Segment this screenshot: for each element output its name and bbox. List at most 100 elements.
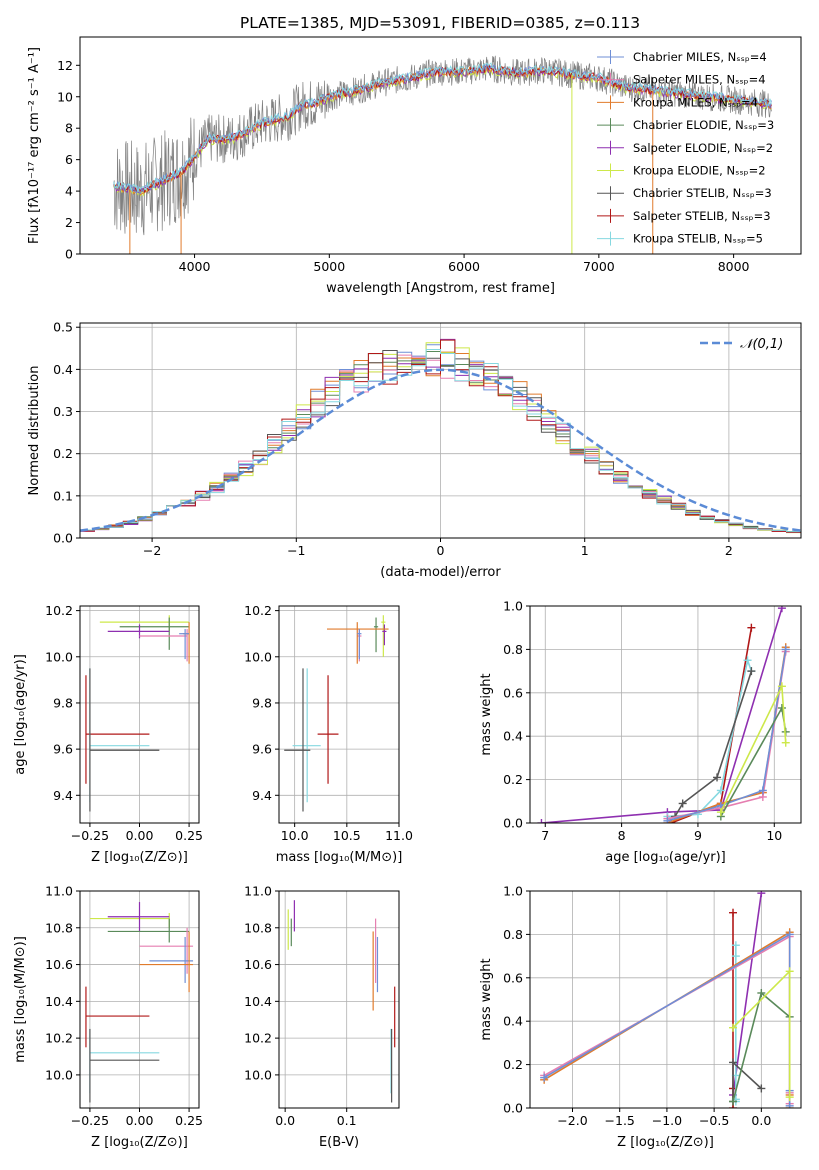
- legend-label-normal: 𝒩(0,1): [740, 337, 783, 352]
- mw-marker-kroupa_elodie: [785, 1093, 794, 1102]
- legend-label: Chabrier MILES, Nₛₛₚ=4: [633, 50, 767, 64]
- y-tick-label: 1.0: [503, 599, 523, 614]
- panel-spectrum: 4000 5000 6000 7000 8000 0 2 4 6 8 10 12 wavelength …: [27, 36, 802, 296]
- mw-marker-chabrier_stelib: [713, 773, 722, 782]
- mw-marker-salpeter_elodie: [777, 606, 786, 613]
- x-axis-label: Z [log₁₀(Z/Z⊙)]: [617, 1135, 714, 1150]
- mw-marker-chabrier_stelib: [678, 799, 687, 808]
- errorbar-point-salpeter_stelib: [317, 675, 339, 784]
- x-tick-label: −2.0: [557, 1113, 587, 1128]
- x-tick-label: −0.25: [71, 828, 109, 843]
- y-tick-label: 10.2: [244, 1031, 272, 1046]
- spectrum-model-chabrier_miles: [113, 62, 772, 195]
- mw-marker-salpeter_elodie: [757, 891, 766, 898]
- x-tick-label: 0.00: [126, 1113, 154, 1128]
- mw-line-salpeter_stelib: [670, 627, 753, 823]
- y-axis-label: Normed distribution: [27, 366, 42, 496]
- x-tick-label: 8: [618, 828, 626, 843]
- x-tick-label: 11.0: [385, 828, 413, 843]
- y-axis-label: age [log₁₀(age/yr)]: [13, 654, 28, 775]
- panel-residuals: −2 −1 0 1 2 0.0 0.1 0.2 0.3 0.4 0.5 (data-model)/er…: [27, 320, 802, 580]
- x-tick-label: 1: [581, 543, 589, 558]
- y-tick-label: 11.0: [45, 884, 73, 899]
- mw-marker-chabrier_stelib: [747, 667, 756, 676]
- y-axis-label: mass [log₁₀(M/M⊙)]: [13, 936, 28, 1063]
- y-tick-label: 0.3: [53, 404, 73, 419]
- axes-frame: [79, 36, 802, 255]
- x-tick-label: 0.0: [275, 1113, 295, 1128]
- plot-area: [85, 615, 190, 812]
- errorbar-point-chabrier_elodie: [373, 617, 379, 653]
- errorbar-point-salpeter_stelib: [85, 986, 150, 1048]
- y-tick-label: 2: [65, 215, 73, 230]
- y-tick-label: 0.0: [503, 816, 523, 831]
- plot-area: [85, 902, 194, 1103]
- mw-marker-kroupa_elodie: [729, 1023, 738, 1032]
- x-tick-label: 0.0: [751, 1113, 771, 1128]
- x-tick-label: 4000: [179, 259, 211, 274]
- x-tick-label: 0.1: [337, 1113, 357, 1128]
- errorbar-point-chabrier_elodie: [119, 617, 190, 650]
- mw-marker-chabrier_elodie: [729, 1097, 738, 1106]
- errorbar-point-chabrier_stelib: [89, 668, 160, 812]
- errorbar-point-kroupa_elodie: [99, 615, 190, 632]
- y-tick-label: 12: [57, 58, 73, 73]
- y-tick-label: 10.8: [45, 920, 73, 935]
- y-tick-label: 10.8: [244, 920, 272, 935]
- errorbar-point-kroupa_miles: [327, 622, 389, 664]
- mw-marker-kroupa_stelib: [743, 656, 752, 665]
- legend-label: Kroupa STELIB, Nₛₛₚ=5: [633, 232, 763, 246]
- y-tick-label: 0.2: [503, 1057, 523, 1072]
- y-tick-label: 10.2: [45, 1031, 73, 1046]
- panel-age_vs_Z: −0.25 0.00 0.25 9.4 9.6 9.8 10.0 10.2 Z [log₁₀(Z…: [13, 603, 203, 865]
- x-axis-label: Z [log₁₀(Z/Z⊙)]: [91, 1135, 188, 1150]
- y-tick-label: 0.5: [53, 320, 73, 335]
- x-tick-label: −1.0: [652, 1113, 682, 1128]
- mw-marker-kroupa_elodie: [785, 967, 794, 976]
- plot-area: [284, 615, 389, 812]
- y-tick-label: 0.2: [53, 446, 73, 461]
- x-tick-label: −1.5: [605, 1113, 635, 1128]
- errorbar-point-chabrier_miles: [149, 936, 194, 983]
- x-tick-label: −0.5: [699, 1113, 729, 1128]
- errorbar-point-salpeter_stelib: [85, 675, 150, 784]
- x-tick-label: 10: [766, 828, 782, 843]
- y-tick-label: 9.6: [53, 742, 73, 757]
- x-tick-label: 10.5: [333, 828, 361, 843]
- x-tick-label: 5000: [313, 259, 345, 274]
- spectrum-model-kroupa_stelib: [113, 62, 772, 194]
- y-tick-label: 10.0: [45, 1067, 73, 1082]
- errorbar-point-chabrier_elodie: [107, 918, 190, 943]
- y-tick-label: 0.1: [53, 488, 73, 503]
- panel-mw_vs_Z: −2.0 −1.5 −1.0 −0.5 0.0 0.0 0.2 0.4 0.6 0.8 1.0 Z […: [479, 884, 802, 1150]
- errorbar-point-kroupa_elodie: [381, 615, 386, 657]
- figure-title: PLATE=1385, MJD=53091, FIBERID=0385, z=0…: [240, 14, 640, 32]
- legend-label: Kroupa MILES, Nₛₛₚ=4: [633, 95, 758, 109]
- y-tick-label: 0.8: [503, 927, 523, 942]
- mw-marker-chabrier_miles: [785, 1101, 794, 1108]
- errorbar-point-chabrier_stelib: [89, 1028, 160, 1103]
- y-tick-label: 4: [65, 184, 73, 199]
- legend-label: Salpeter STELIB, Nₛₛₚ=3: [633, 209, 771, 223]
- x-axis-label: age [log₁₀(age/yr)]: [605, 850, 726, 865]
- x-tick-label: −1: [287, 543, 305, 558]
- y-tick-label: 10.0: [45, 649, 73, 664]
- y-tick-label: 0.0: [53, 531, 73, 546]
- mw-marker-kroupa_elodie: [781, 738, 790, 747]
- errorbar-point-kroupa_miles: [139, 931, 194, 993]
- panel-age_vs_mass: 10.0 10.5 11.0 9.4 9.6 9.8 10.0 10.2 mass [log₁₀…: [244, 603, 413, 865]
- y-tick-label: 9.8: [53, 695, 73, 710]
- errorbar-point-chabrier_miles: [357, 629, 362, 660]
- legend-label: Chabrier ELODIE, Nₛₛₚ=3: [633, 118, 774, 132]
- hist-series-kroupa_stelib: [80, 349, 801, 533]
- mw-marker-kroupa_stelib: [716, 786, 725, 795]
- spectrum-legend: Chabrier MILES, Nₛₛₚ=4 Salpeter MILES, Nₛ…: [597, 50, 774, 246]
- panel-mass_vs_Z: −0.25 0.00 0.25 10.0 10.2 10.4 10.6 10.8 11.0 Z […: [13, 884, 203, 1151]
- x-tick-label: 7: [541, 828, 549, 843]
- mw-marker-kroupa_stelib: [731, 952, 740, 961]
- spectrum-data-line: [113, 55, 772, 236]
- y-axis-label: Flux [fλ10⁻¹⁷ erg cm⁻² s⁻¹ A⁻¹]: [27, 47, 42, 244]
- spectrum-model-kroupa_elodie: [113, 66, 772, 197]
- mw-marker-chabrier_elodie: [777, 703, 786, 712]
